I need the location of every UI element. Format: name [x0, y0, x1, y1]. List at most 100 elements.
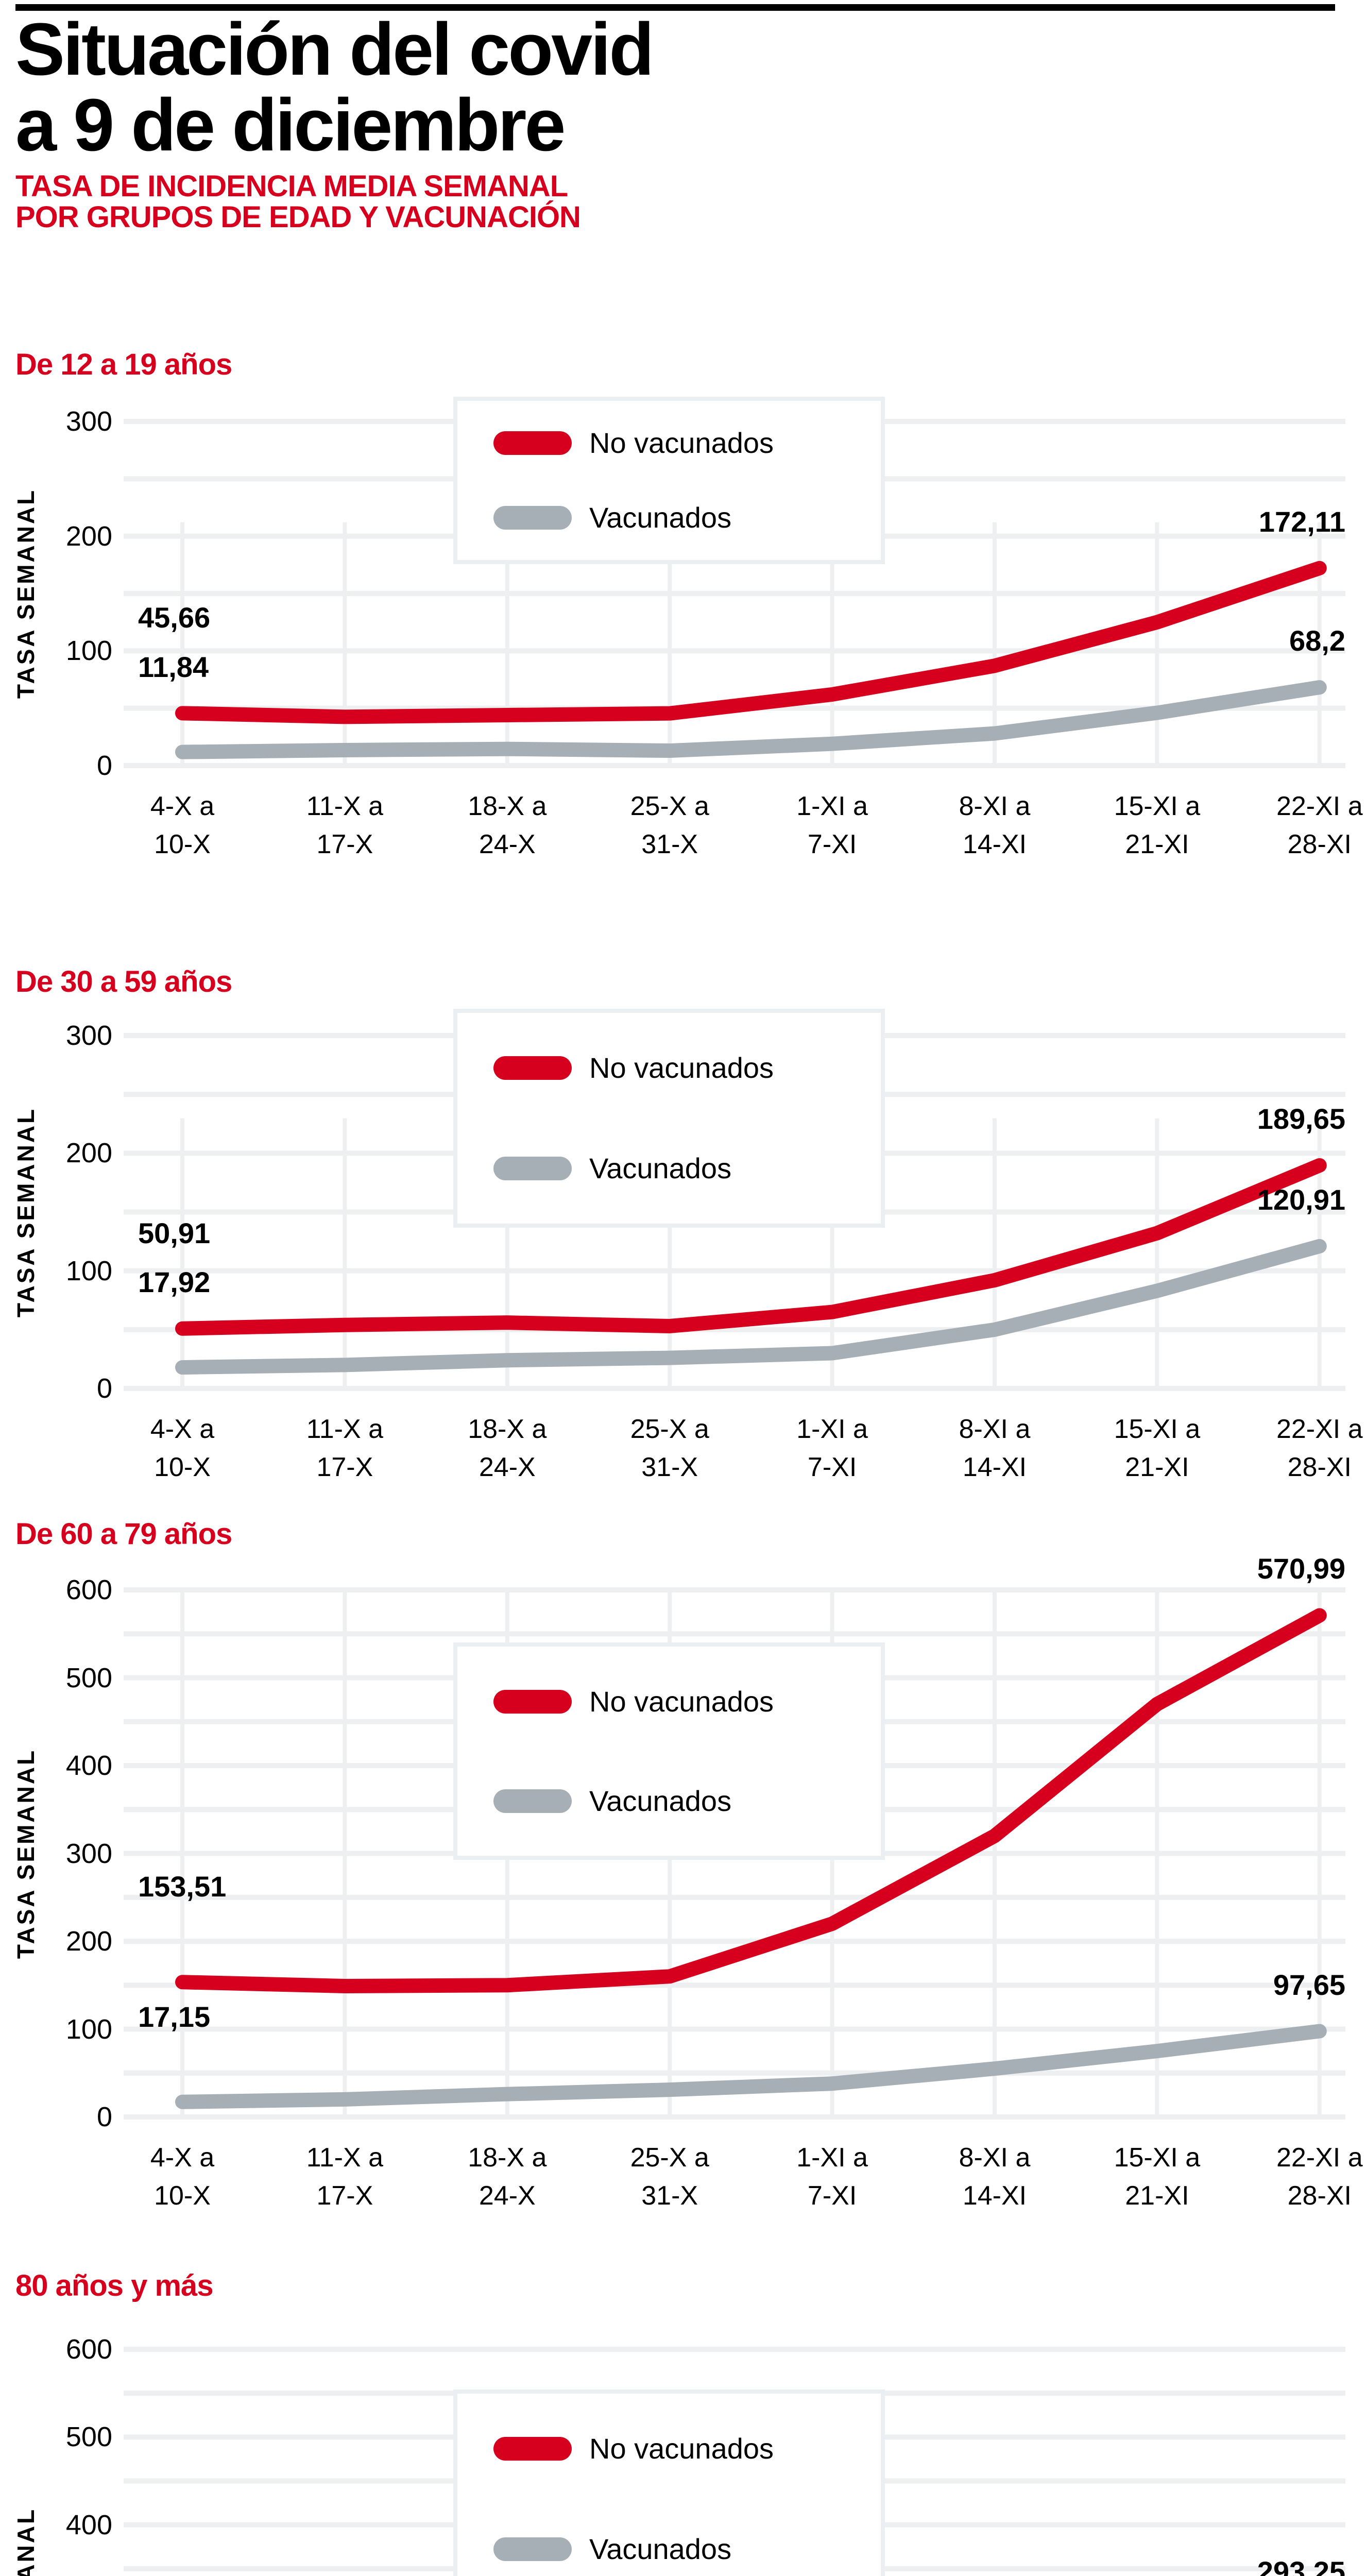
y-tick-label: 200	[65, 520, 112, 552]
top-rule	[15, 4, 1335, 11]
x-tick-line1: 15-XI a	[1114, 1414, 1201, 1444]
x-tick-label: 22-XI a 28-XI	[1242, 787, 1366, 863]
value-label-start: 17,15	[138, 2000, 211, 2033]
x-tick-label: 1-XI a 7-XI	[755, 787, 910, 863]
legend-label: Vacunados	[589, 501, 732, 534]
x-tick-label: 1-XI a 7-XI	[755, 2139, 910, 2215]
plot-area	[124, 1587, 1345, 2120]
x-tick-line2: 28-XI	[1287, 2181, 1352, 2211]
x-tick-label: 22-XI a 28-XI	[1242, 2139, 1366, 2215]
line-no-vacunados	[175, 1608, 1327, 1993]
x-tick-line2: 31-X	[641, 1452, 698, 1482]
value-label-end: 293,25	[1257, 2555, 1345, 2576]
x-tick-line2: 21-XI	[1125, 1452, 1189, 1482]
x-tick-line2: 7-XI	[807, 829, 857, 859]
line-no-vacunados	[175, 561, 1327, 724]
x-tick-label: 11-X a 17-X	[267, 787, 422, 863]
x-tick-line1: 22-XI a	[1276, 791, 1363, 821]
legend-swatch-gray	[493, 1156, 572, 1180]
x-tick-line1: 11-X a	[306, 791, 384, 821]
x-tick-line1: 4-X a	[150, 1414, 215, 1444]
page-subtitle-line1: TASA DE INCIDENCIA MEDIA SEMANAL	[15, 170, 568, 203]
x-tick-line2: 10-X	[154, 2181, 211, 2211]
y-tick-label: 500	[65, 2421, 112, 2453]
y-tick-label: 0	[96, 2102, 112, 2132]
y-tick-label: 400	[65, 2509, 112, 2540]
x-tick-line2: 21-XI	[1125, 2181, 1189, 2211]
y-tick-label: 300	[65, 1020, 112, 1051]
x-tick-line2: 14-XI	[962, 829, 1027, 859]
value-label-end: 172,11	[1258, 505, 1345, 538]
x-tick-line1: 25-X a	[630, 791, 709, 821]
y-tick-label: 200	[65, 1926, 112, 1957]
y-tick-label: 500	[65, 1662, 112, 1693]
chart-title: De 60 a 79 años	[15, 1517, 232, 1551]
value-label-end: 97,65	[1273, 1968, 1345, 2001]
legend-swatch-red	[493, 1689, 572, 1714]
legend: No vacunados Vacunados	[453, 2389, 885, 2576]
y-tick-label: 300	[65, 406, 112, 437]
x-tick-label: 25-X a 31-X	[592, 787, 747, 863]
x-tick-label: 11-X a 17-X	[267, 1410, 422, 1486]
x-tick-label: 4-X a 10-X	[105, 1410, 260, 1486]
y-tick-label: 0	[96, 1373, 112, 1404]
x-tick-line1: 18-X a	[468, 791, 547, 821]
legend-swatch-gray	[493, 505, 572, 530]
x-tick-line2: 31-X	[641, 829, 698, 859]
x-tick-line2: 7-XI	[807, 2181, 857, 2211]
legend-item-vacunados: Vacunados	[493, 2534, 881, 2564]
x-tick-label: 11-X a 17-X	[267, 2139, 422, 2215]
x-tick-label: 15-XI a 21-XI	[1080, 787, 1234, 863]
x-tick-line2: 14-XI	[962, 2181, 1027, 2211]
x-tick-label: 22-XI a 28-XI	[1242, 1410, 1366, 1486]
legend-swatch-red	[493, 1056, 572, 1080]
x-tick-line1: 4-X a	[150, 791, 215, 821]
page-title: Situación del covid a 9 de diciembre	[15, 11, 1046, 163]
x-tick-line2: 24-X	[479, 829, 536, 859]
chart-section-3: De 60 a 79 años TASA SEMANAL 0 100 200 300 400…	[0, 1504, 1366, 2226]
x-tick-label: 8-XI a 14-XI	[917, 2139, 1072, 2215]
legend-swatch-gray	[493, 1789, 572, 1813]
x-tick-label: 18-X a 24-X	[430, 1410, 585, 1486]
line-vacunados	[175, 1239, 1327, 1375]
x-tick-label: 4-X a 10-X	[105, 2139, 260, 2215]
value-label-end: 570,99	[1257, 1552, 1345, 1585]
legend-label: Vacunados	[589, 2532, 732, 2565]
y-tick-label: 100	[65, 635, 112, 667]
legend-swatch-gray	[493, 2537, 572, 2561]
x-tick-label: 18-X a 24-X	[430, 787, 585, 863]
page-title-line2: a 9 de diciembre	[15, 83, 566, 166]
x-tick-line1: 22-XI a	[1276, 2143, 1363, 2173]
x-tick-line2: 14-XI	[962, 1452, 1027, 1482]
line-vacunados	[175, 2024, 1327, 2109]
page-subtitle: TASA DE INCIDENCIA MEDIA SEMANAL POR GRU…	[15, 171, 943, 233]
y-tick-label: 300	[65, 1838, 112, 1869]
value-label-start: 45,66	[138, 601, 211, 634]
x-tick-label: 8-XI a 14-XI	[917, 1410, 1072, 1486]
x-tick-line1: 15-XI a	[1114, 791, 1201, 821]
value-label-start: 153,51	[138, 1870, 227, 1903]
x-tick-line1: 18-X a	[468, 2143, 547, 2173]
line-no-vacunados	[175, 1158, 1327, 1336]
legend-item-no-vacunados: No vacunados	[493, 1053, 881, 1083]
x-tick-line2: 17-X	[316, 829, 373, 859]
legend: No vacunados Vacunados	[453, 1009, 885, 1228]
x-tick-label: 15-XI a 21-XI	[1080, 1410, 1234, 1486]
x-tick-label: 1-XI a 7-XI	[755, 1410, 910, 1486]
x-tick-line2: 31-X	[641, 2181, 698, 2211]
x-tick-line1: 15-XI a	[1114, 2143, 1201, 2173]
legend-label: Vacunados	[589, 1151, 732, 1184]
x-tick-line2: 10-X	[154, 829, 211, 859]
legend-item-no-vacunados: No vacunados	[493, 2434, 881, 2464]
legend-swatch-red	[493, 431, 572, 455]
chart-title: De 12 a 19 años	[15, 348, 232, 381]
x-tick-line1: 8-XI a	[959, 1414, 1031, 1444]
line-vacunados	[175, 680, 1327, 759]
legend-swatch-red	[493, 2437, 572, 2461]
x-tick-line1: 18-X a	[468, 1414, 547, 1444]
x-tick-line1: 8-XI a	[959, 2143, 1031, 2173]
x-tick-line2: 24-X	[479, 2181, 536, 2211]
x-tick-line1: 1-XI a	[796, 2143, 868, 2173]
x-tick-line1: 22-XI a	[1276, 1414, 1363, 1444]
x-tick-line1: 11-X a	[306, 1414, 384, 1444]
